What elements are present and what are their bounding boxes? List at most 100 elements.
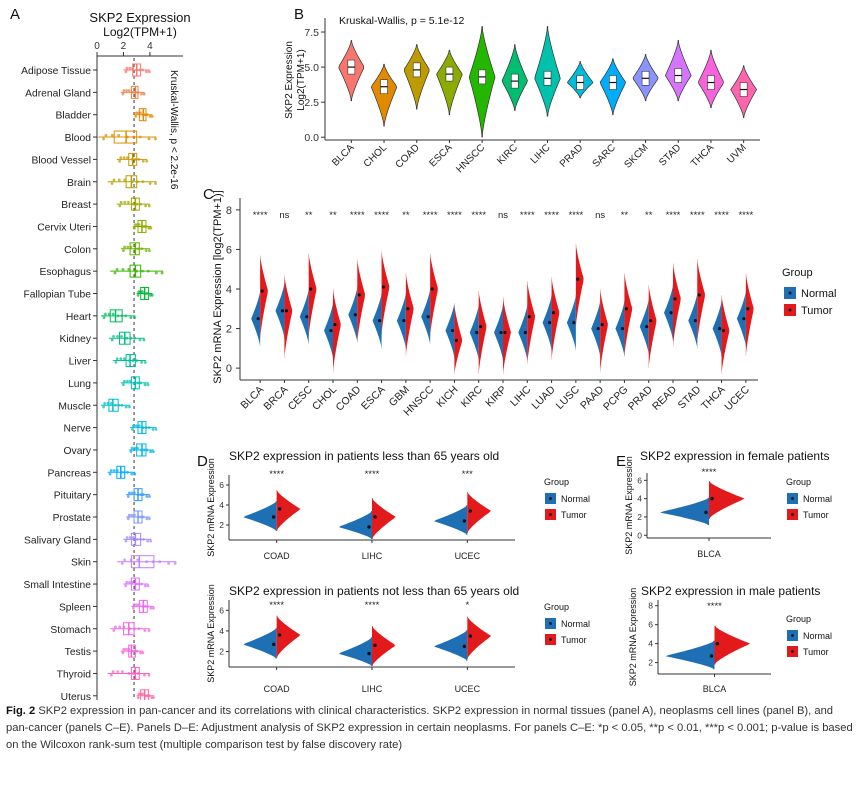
panel-c-violin-tumor bbox=[624, 273, 633, 357]
panel-E-top-y-tick-label: 4 bbox=[637, 494, 642, 504]
panel-b-x-tick-label: UVM bbox=[725, 142, 749, 166]
panel-c-violin-group: **** READ bbox=[650, 210, 681, 413]
panel-a-box bbox=[130, 555, 155, 569]
panel-a-point bbox=[134, 158, 137, 161]
panel-c-violin-normal bbox=[615, 300, 625, 357]
panel-c-significance: **** bbox=[568, 210, 583, 221]
panel-a-tissue-label: Salivary Gland bbox=[24, 535, 91, 546]
panel-a-point bbox=[141, 493, 145, 497]
panel-c-median-normal bbox=[305, 315, 309, 319]
panel-c-median-tumor bbox=[454, 338, 459, 343]
panel-a-point bbox=[128, 66, 132, 70]
panel-E-top-median-normal bbox=[704, 510, 708, 515]
panel-c-x-tick-label: PCPG bbox=[601, 384, 631, 414]
panel-c-legend: Group Normal Tumor bbox=[782, 267, 836, 317]
panel-D-top-x-tick-label: LIHC bbox=[362, 551, 383, 561]
panel-a-point bbox=[133, 316, 137, 320]
panel-c-median-normal bbox=[596, 326, 600, 331]
panel-b-violin-group: THCA bbox=[689, 49, 724, 169]
panel-D-bottom-legend-dot bbox=[549, 622, 552, 625]
panel-c-significance: **** bbox=[690, 210, 705, 221]
panel-D-bottom-median-normal bbox=[367, 651, 371, 656]
panel-a-point bbox=[127, 200, 130, 204]
panel-a-point bbox=[121, 651, 125, 655]
panel-c-violin-tumor bbox=[430, 253, 438, 337]
panel-a-tissue-label: Bladder bbox=[56, 111, 92, 122]
panel-c-significance: **** bbox=[447, 210, 462, 221]
panel-c-x-tick-label: LUSC bbox=[554, 383, 583, 412]
panel-a-point bbox=[148, 115, 152, 118]
panel-c-median-tumor bbox=[406, 307, 410, 311]
panel-a-point bbox=[146, 383, 150, 387]
panel-c-violin-tumor bbox=[260, 255, 268, 339]
panel-a-point bbox=[125, 336, 129, 340]
panel-a-tissue-label: Testis bbox=[65, 647, 91, 658]
panel-c-x-tick-label: CHOL bbox=[310, 384, 339, 413]
caption-label: Fig. 2 bbox=[6, 705, 36, 717]
panel-a-point bbox=[119, 200, 123, 204]
panel-a-point bbox=[132, 606, 135, 610]
panel-a-tissue-label: Pituitary bbox=[54, 491, 92, 502]
panel-c-y-tick-label: 8 bbox=[226, 205, 232, 217]
panel-a-point bbox=[141, 692, 145, 696]
panel-a-tissue-label: Blood bbox=[65, 133, 92, 144]
panel-c-significance: **** bbox=[350, 210, 365, 221]
panel-a-point bbox=[126, 156, 129, 160]
panel-c-x-tick-label: THCA bbox=[699, 384, 728, 413]
panel-c-median-normal bbox=[475, 330, 479, 335]
panel-c-x-tick-label: CESC bbox=[286, 383, 315, 412]
panel-c-violin-tumor bbox=[600, 289, 608, 373]
panel-a-point bbox=[143, 383, 147, 387]
panel-a-point bbox=[132, 672, 135, 675]
panel-c-x-tick-label: LUAD bbox=[529, 383, 558, 412]
panel-c-x-tick-label: STAD bbox=[676, 383, 704, 411]
panel-c-significance: ** bbox=[329, 210, 337, 221]
panel-a-point bbox=[108, 472, 112, 476]
panel-E-bottom-legend-title: Group bbox=[786, 614, 811, 624]
panel-a-point bbox=[132, 135, 136, 139]
panel-a-point bbox=[128, 536, 132, 539]
panel-E-top-legend-dot bbox=[791, 497, 794, 500]
panel-a-point bbox=[124, 584, 128, 588]
panel-b-violin-group: PRAD bbox=[558, 61, 594, 170]
panel-a-point bbox=[109, 469, 113, 472]
panel-b-y-label-1: SKP2 Expression bbox=[284, 41, 295, 119]
panel-c-y-tick-label: 6 bbox=[226, 244, 232, 256]
panel-D-top-median-normal bbox=[462, 519, 467, 523]
panel-a-point bbox=[110, 182, 114, 185]
panel-b-x-tick-label: HNSCC bbox=[454, 142, 487, 175]
panel-a-point bbox=[150, 115, 154, 118]
panel-c-violin-tumor bbox=[284, 275, 293, 359]
panel-c-violin-normal bbox=[251, 290, 261, 347]
panel-E-bottom-y-tick-label: 2 bbox=[648, 658, 653, 668]
panel-c-median-normal bbox=[547, 321, 552, 325]
panel-c-median-tumor bbox=[721, 328, 726, 333]
panel-a-point bbox=[140, 360, 144, 364]
panel-c-median-tumor bbox=[357, 293, 361, 297]
panel-a-point bbox=[141, 159, 145, 163]
panel-b-violin-group: STAD bbox=[657, 40, 692, 168]
panel-a-point bbox=[140, 92, 143, 96]
panel-c-median-tumor bbox=[260, 289, 264, 293]
panel-a-point bbox=[154, 182, 157, 185]
panel-c-violin-tumor bbox=[721, 294, 730, 375]
panel-a-point bbox=[131, 359, 135, 362]
panel-a-point bbox=[132, 226, 136, 230]
panel-a-point bbox=[141, 651, 145, 655]
panel-a-point bbox=[124, 539, 128, 543]
panel-E-top-legend-dot bbox=[791, 513, 794, 516]
panel-a-point bbox=[131, 428, 134, 431]
panel-a-point bbox=[110, 133, 114, 137]
panel-E-top-y-tick-label: 2 bbox=[637, 512, 642, 522]
panel-D-bottom-median-normal bbox=[271, 642, 276, 647]
panel-a-tissue-label: Liver bbox=[69, 357, 92, 368]
figure-caption: Fig. 2 SKP2 expression in pan-cancer and… bbox=[6, 703, 858, 754]
panel-c-median-tumor bbox=[600, 323, 604, 327]
panel-c-median-normal bbox=[353, 313, 357, 317]
panel-c-median-tumor bbox=[527, 315, 531, 319]
panel-D-top-median-tumor bbox=[373, 515, 377, 519]
panel-a-point bbox=[136, 293, 140, 297]
panel-c-violin-group: ns PAAD bbox=[578, 210, 608, 412]
panel-D-top-violin-normal bbox=[339, 511, 372, 539]
panel-a-point bbox=[144, 249, 148, 253]
